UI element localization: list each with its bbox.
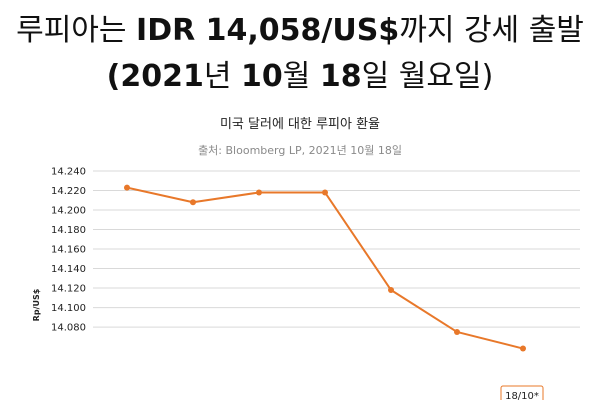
data-point (322, 189, 328, 196)
headline-day: 18 (319, 59, 362, 94)
headline-year: (2021 (106, 59, 204, 94)
data-point (190, 199, 196, 206)
y-tick-label: 14.100 (51, 303, 86, 314)
data-point (454, 328, 460, 335)
data-point (520, 345, 526, 352)
y-tick-label: 14.200 (51, 206, 86, 217)
headline-text-regular: 루피아는 (16, 13, 137, 48)
annotation-label: 18/10* (505, 391, 539, 400)
data-point (124, 184, 130, 191)
y-tick-label: 14.140 (51, 264, 86, 275)
headline-rate: IDR 14,058/US$ (136, 13, 400, 48)
headline-year-unit: 년 (203, 59, 242, 94)
annotation-callout: 18/10* (500, 385, 544, 400)
data-point (256, 189, 262, 196)
y-tick-label: 14.220 (51, 186, 86, 197)
y-tick-labels: 14.240 14.220 14.200 14.180 14.160 14.140 14.1… (51, 167, 86, 334)
headline-day-unit: 일 월요일) (361, 59, 494, 94)
y-tick-label: 14.180 (51, 225, 86, 236)
y-tick-label: 14.240 (51, 167, 86, 178)
y-tick-label: 14.160 (51, 245, 86, 256)
chart-title: 미국 달러에 대한 루피아 환율 (219, 117, 381, 132)
headline-line-1: 루피아는 IDR 14,058/US$까지 강세 출발 (0, 12, 600, 50)
headline-text-regular-2: 까지 강세 출발 (399, 13, 584, 48)
series-layer (124, 184, 526, 352)
grid-layer (93, 170, 580, 328)
data-point (388, 287, 394, 294)
chart-source: 출처: Bloomberg LP, 2021년 10월 18일 (198, 144, 402, 157)
headline-line-2: (2021년 10월 18일 월요일) (0, 58, 600, 96)
y-tick-label: 14.080 (51, 323, 86, 334)
headline-month: 10 (241, 59, 283, 94)
headline-month-unit: 월 (282, 59, 320, 94)
y-axis-label: Rp/US$ (32, 288, 41, 321)
y-tick-label: 14.120 (51, 284, 86, 295)
annotation-box (500, 385, 544, 400)
